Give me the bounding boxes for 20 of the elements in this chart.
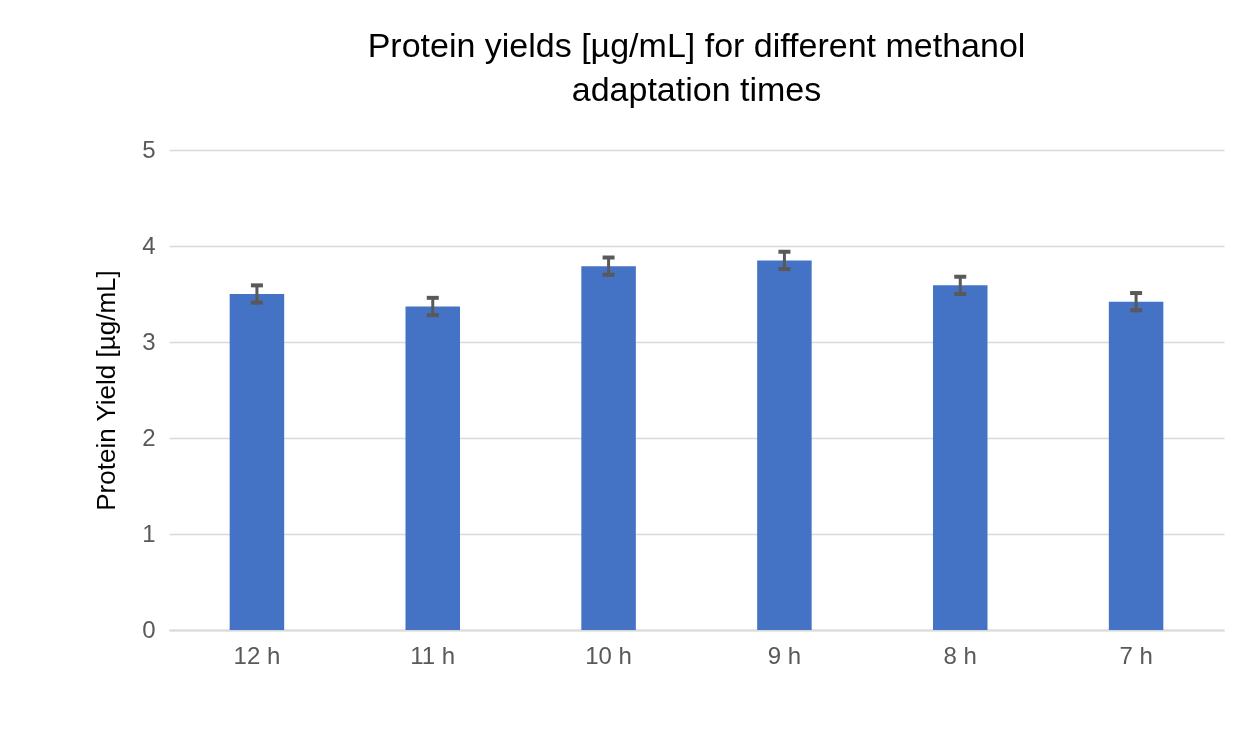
x-tick-label: 8 h bbox=[943, 641, 977, 669]
bar bbox=[229, 294, 285, 630]
y-tick-label: 2 bbox=[142, 423, 156, 451]
x-tick-label: 11 h bbox=[410, 641, 456, 669]
bar bbox=[933, 285, 988, 630]
bar bbox=[1108, 301, 1164, 630]
bar bbox=[405, 306, 460, 630]
y-tick-label: 3 bbox=[142, 327, 156, 355]
x-tick-label: 9 h bbox=[767, 641, 802, 669]
bar bbox=[757, 260, 812, 630]
y-tick-label: 4 bbox=[142, 231, 156, 259]
x-tick-label: 12 h bbox=[233, 641, 281, 669]
chart-title: Protein yields [µg/mL] for different methanol adaptation times bbox=[367, 26, 1026, 108]
x-tick-label: 7 h bbox=[1119, 641, 1153, 669]
y-axis-title: Protein Yield [µg/mL] bbox=[91, 270, 122, 511]
x-tick-label: 10 h bbox=[585, 641, 632, 669]
y-tick-label: 1 bbox=[142, 519, 156, 547]
y-tick-label: 0 bbox=[142, 615, 156, 643]
y-tick-label: 5 bbox=[142, 135, 156, 163]
bar bbox=[581, 266, 636, 630]
